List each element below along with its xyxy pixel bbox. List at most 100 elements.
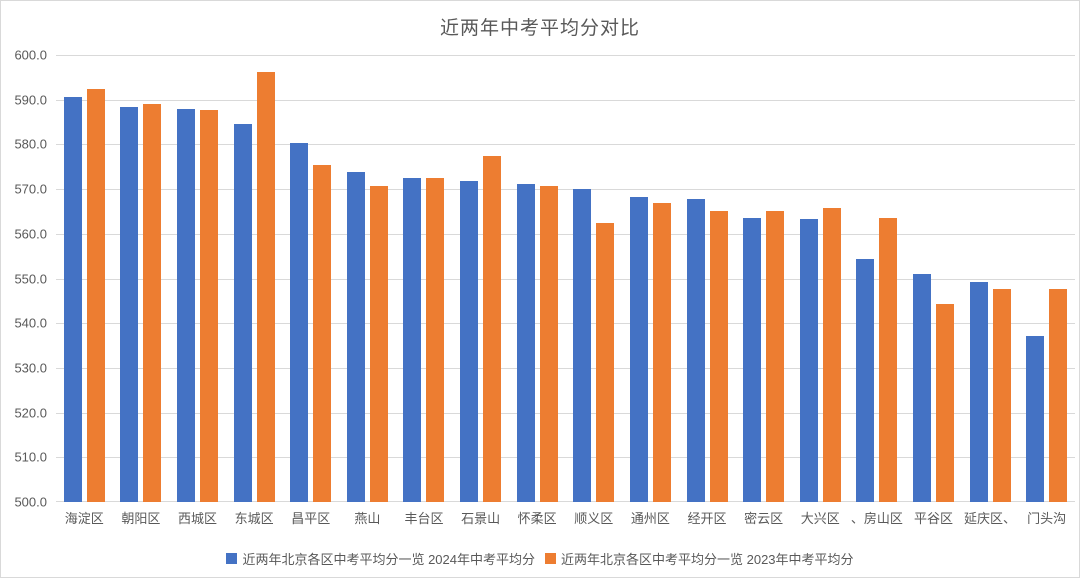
- bar: [403, 178, 422, 502]
- x-tick-label: 西城区: [178, 511, 218, 526]
- gridline: [56, 412, 1075, 414]
- bar-group: [339, 55, 396, 502]
- bars-container: [56, 55, 1075, 502]
- gridline: [56, 457, 1075, 459]
- bar: [799, 219, 818, 502]
- bar: [200, 110, 219, 502]
- x-tick-label: 、房山区: [850, 511, 903, 526]
- y-tick-label: 540.0: [14, 315, 47, 331]
- bar: [686, 199, 705, 502]
- gridline: [56, 144, 1075, 146]
- gridline: [56, 501, 1075, 502]
- bar-group: [113, 55, 170, 502]
- y-tick-label: 500.0: [14, 494, 47, 510]
- legend-label: 近两年北京各区中考平均分一览 2024年中考平均分: [242, 552, 535, 567]
- bar: [256, 72, 275, 502]
- x-tick-label: 石景山: [461, 511, 501, 526]
- x-tick-label: 通州区: [630, 511, 670, 526]
- bar: [629, 197, 648, 502]
- bar-group: [622, 55, 679, 502]
- bar: [290, 143, 309, 502]
- bar: [426, 178, 445, 502]
- y-axis-labels: 600.0 590.0 580.0 570.0 560.0 550.0 540.0 530.0…: [1, 48, 49, 510]
- bar: [879, 217, 898, 502]
- x-tick-label: 大兴区: [800, 511, 840, 526]
- bar: [709, 211, 728, 502]
- gridline: [56, 99, 1075, 101]
- bar-group: [509, 55, 566, 502]
- bar-group: [169, 55, 226, 502]
- bar: [743, 218, 762, 502]
- bar-group: [962, 55, 1019, 502]
- x-tick-label: 经开区: [687, 511, 727, 526]
- bar-group: [679, 55, 736, 502]
- legend-item: 近两年北京各区中考平均分一览 2023年中考平均分: [545, 549, 854, 568]
- bar: [822, 207, 841, 502]
- y-tick-label: 510.0: [14, 449, 47, 465]
- gridline: [56, 278, 1075, 280]
- bar: [969, 282, 988, 502]
- bar-group: [226, 55, 283, 502]
- bar: [539, 185, 558, 502]
- x-tick-label: 门头沟: [1027, 511, 1067, 526]
- bar-group: [565, 55, 622, 502]
- legend: 近两年北京各区中考平均分一览 2024年中考平均分 近两年北京各区中考平均分一览 …: [1, 549, 1079, 568]
- bar: [143, 103, 162, 502]
- legend-swatch: [545, 553, 556, 564]
- bar: [460, 181, 479, 502]
- y-tick-label: 560.0: [14, 226, 47, 242]
- bar-group: [282, 55, 339, 502]
- bar: [766, 211, 785, 502]
- y-tick-label: 550.0: [14, 271, 47, 286]
- bar: [86, 89, 105, 502]
- legend-label: 近两年北京各区中考平均分一览 2023年中考平均分: [561, 552, 854, 567]
- bar: [313, 164, 332, 502]
- gridline: [56, 55, 1075, 56]
- bar: [233, 124, 252, 502]
- gridline: [56, 367, 1075, 369]
- bar-group: [1018, 55, 1075, 502]
- bar: [63, 97, 82, 502]
- x-tick-label: 燕山: [354, 511, 381, 526]
- bar: [516, 183, 535, 502]
- legend-swatch: [226, 553, 238, 564]
- y-tick-label: 600.0: [14, 47, 47, 63]
- y-tick-label: 590.0: [14, 92, 47, 108]
- gridline: [56, 323, 1075, 325]
- bar-group: [792, 55, 849, 502]
- x-tick-label: 东城区: [234, 511, 274, 526]
- bar-group: [905, 55, 962, 502]
- gridline: [56, 233, 1075, 235]
- x-tick-label: 顺义区: [574, 511, 614, 526]
- bar: [912, 274, 931, 502]
- gridline: [56, 189, 1075, 191]
- bar: [992, 288, 1011, 502]
- plot-area: [56, 55, 1075, 502]
- x-tick-label: 怀柔区: [517, 511, 557, 526]
- x-tick-label: 丰台区: [404, 511, 444, 526]
- chart-title: 近两年中考平均分对比: [439, 18, 640, 39]
- bar: [856, 259, 875, 502]
- bar: [120, 106, 139, 502]
- bar-group: [735, 55, 792, 502]
- bar: [369, 186, 388, 502]
- bar: [573, 188, 592, 502]
- x-tick-label: 朝阳区: [121, 511, 161, 526]
- x-tick-label: 延庆区、: [964, 511, 1017, 526]
- bar-group: [452, 55, 509, 502]
- bar: [177, 108, 196, 502]
- bar-group: [396, 55, 453, 502]
- bar: [935, 303, 954, 502]
- bar: [652, 202, 671, 502]
- y-tick-label: 530.0: [14, 360, 47, 376]
- bar: [596, 223, 615, 502]
- bar-group: [56, 55, 113, 502]
- y-tick-label: 580.0: [14, 136, 47, 152]
- bar: [1049, 289, 1068, 502]
- y-tick-label: 520.0: [14, 405, 47, 421]
- bar-group: [849, 55, 906, 502]
- y-tick-label: 570.0: [14, 181, 47, 197]
- legend-item: 近两年北京各区中考平均分一览 2024年中考平均分: [226, 549, 535, 568]
- bar: [483, 156, 502, 502]
